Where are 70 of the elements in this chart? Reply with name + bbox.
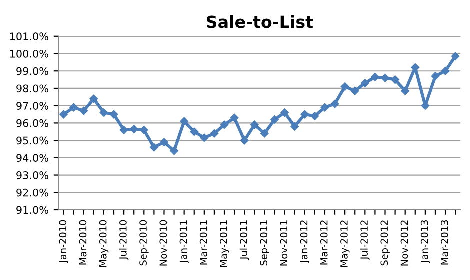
x-tick-label: Nov-2012 xyxy=(400,220,408,266)
point xyxy=(90,94,98,104)
point xyxy=(451,52,460,60)
x-tick-label: Mar-2012 xyxy=(320,220,328,265)
point xyxy=(310,112,320,120)
point xyxy=(431,72,440,80)
y-tick-label: 95.0% xyxy=(16,136,48,145)
point xyxy=(180,117,188,126)
x-tick-label: Jul-2010 xyxy=(119,220,129,260)
y-tick-label: 92.0% xyxy=(16,188,48,197)
y-tick-label: 98.0% xyxy=(16,84,48,93)
point xyxy=(441,66,450,76)
x-tick-label: Jul-2011 xyxy=(240,220,250,260)
point xyxy=(280,108,289,117)
y-tick-label: 101.0% xyxy=(10,32,48,41)
point xyxy=(340,82,350,91)
x-tick-label: Jan-2010 xyxy=(59,220,68,264)
y-tick-label: 99.0% xyxy=(16,67,48,76)
point xyxy=(391,76,400,84)
point xyxy=(330,100,340,108)
x-tick-label: Mar-2010 xyxy=(79,220,87,265)
x-tick-label: Jan-2011 xyxy=(180,220,189,264)
point xyxy=(240,136,249,145)
point xyxy=(401,86,410,96)
x-tick-label: Nov-2010 xyxy=(160,220,168,266)
x-tick-label: Sep-2010 xyxy=(140,220,149,266)
y-tick-label: 93.0% xyxy=(16,172,48,180)
point xyxy=(100,108,108,117)
point xyxy=(120,126,128,134)
point xyxy=(130,125,138,134)
y-tick-label: 91.0% xyxy=(16,206,48,214)
point xyxy=(250,120,259,130)
y-tick-label: 96.0% xyxy=(16,119,48,128)
point xyxy=(160,138,168,146)
x-tick-label: May-2010 xyxy=(99,220,109,267)
point xyxy=(140,126,148,134)
point xyxy=(70,103,78,112)
x-tick-label: Mar-2011 xyxy=(200,220,208,265)
point xyxy=(381,74,390,82)
point xyxy=(371,73,380,82)
point xyxy=(150,143,158,152)
y-tick-label: 94.0% xyxy=(16,154,48,162)
x-tick-label: Sep-2011 xyxy=(260,220,270,266)
point xyxy=(300,110,310,119)
x-tick-label: Jul-2012 xyxy=(360,220,370,260)
y-tick-label: 100.0% xyxy=(10,50,48,58)
point xyxy=(80,106,88,116)
point xyxy=(220,120,229,130)
point xyxy=(60,110,68,119)
y-tick-label: 97.0% xyxy=(16,102,48,110)
x-tick-label: May-2011 xyxy=(220,220,230,267)
x-tick-label: Mar-2013 xyxy=(441,220,448,265)
point xyxy=(270,116,279,124)
point xyxy=(210,129,219,138)
point xyxy=(290,122,299,131)
x-tick-label: Jan-2013 xyxy=(420,220,430,264)
point xyxy=(230,114,239,122)
point xyxy=(110,110,118,119)
x-tick-label: Jan-2012 xyxy=(300,220,310,264)
point xyxy=(170,146,178,156)
point xyxy=(200,134,209,142)
x-tick-label: Nov-2011 xyxy=(280,220,288,266)
x-tick-label: May-2012 xyxy=(340,220,350,267)
point xyxy=(350,86,360,96)
point xyxy=(260,129,269,138)
point xyxy=(320,103,330,112)
point xyxy=(190,128,199,136)
x-tick-label: Sep-2012 xyxy=(380,220,390,266)
point xyxy=(361,79,370,88)
chart-title: Sale-to-List xyxy=(207,15,314,28)
